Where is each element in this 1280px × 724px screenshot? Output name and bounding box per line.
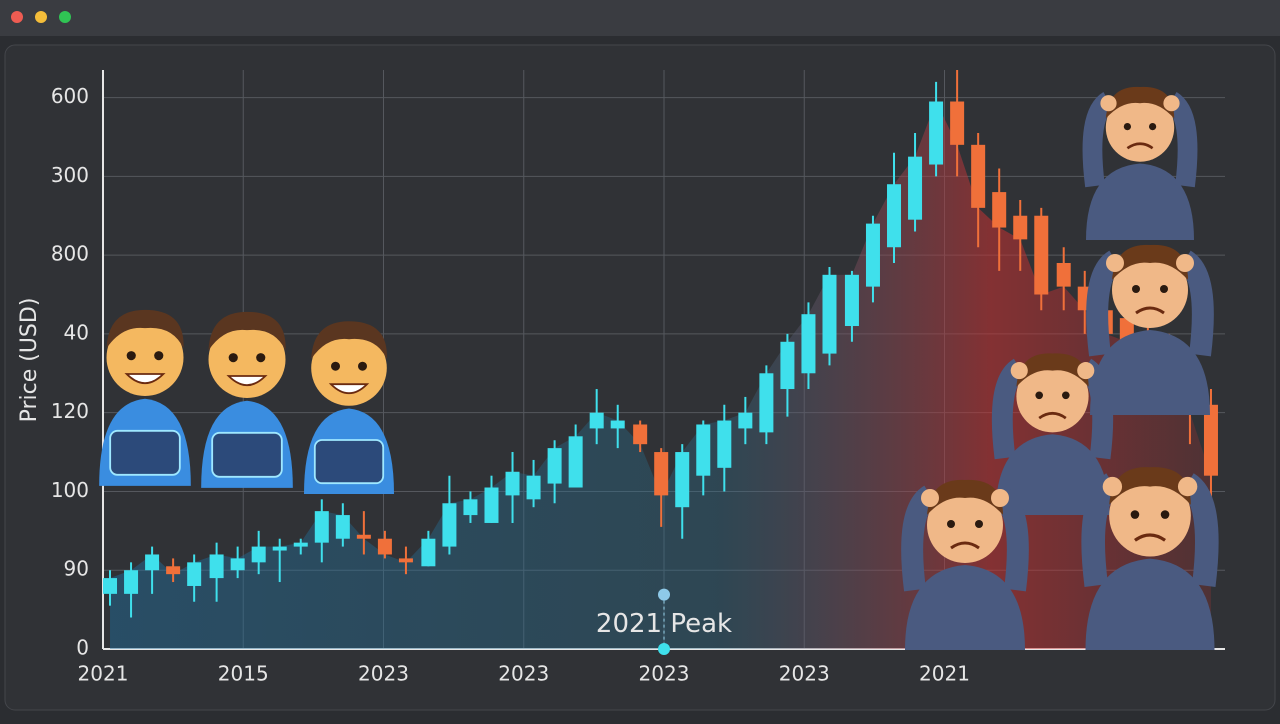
candle-body (801, 314, 816, 374)
candle-body (484, 487, 499, 523)
candle-body (209, 554, 224, 579)
candle-body (124, 570, 139, 594)
candle-body (421, 538, 436, 567)
x-tick-label: 2023 (498, 662, 549, 686)
y-axis-label: Price (USD) (17, 298, 42, 423)
candle-body (251, 546, 266, 563)
close-button[interactable] (11, 11, 23, 23)
candle-body (526, 475, 541, 500)
x-tick-label: 2023 (639, 662, 690, 686)
candle-body (398, 558, 413, 563)
candle-body (103, 578, 118, 594)
candle-body (844, 274, 859, 327)
candle-body (589, 412, 604, 429)
candle-body (356, 534, 371, 539)
x-tick-label: 2021 (919, 662, 970, 686)
y-tick-label: 100 (51, 478, 89, 502)
candle-body (950, 101, 965, 145)
y-tick-label: 0 (76, 636, 89, 660)
candle-body (547, 448, 562, 484)
candle-body (293, 542, 308, 547)
candle-body (610, 420, 625, 429)
candle-body (887, 184, 902, 248)
candle-body (865, 223, 880, 287)
candle-body (1034, 215, 1049, 295)
candle-body (992, 192, 1007, 228)
candle-body (187, 562, 202, 586)
candle-body (1056, 263, 1071, 287)
x-tick-label: 2023 (779, 662, 830, 686)
candle-body (335, 515, 350, 539)
candle-body (377, 538, 392, 555)
x-tick-label: 2015 (218, 662, 269, 686)
x-tick-label: 2021 (78, 662, 129, 686)
candle-body (442, 503, 457, 547)
candle-body (568, 436, 583, 488)
candle-body (675, 452, 690, 508)
annotation-dot (658, 588, 670, 601)
candle-body (145, 554, 160, 571)
y-tick-label: 120 (51, 399, 89, 423)
candle-body (1013, 215, 1028, 240)
candle-body (166, 566, 181, 575)
candle-body (230, 558, 245, 571)
candle-body (908, 156, 923, 220)
annotation-axis-dot (658, 643, 670, 655)
candle-body (717, 420, 732, 468)
y-tick-label: 600 (51, 84, 89, 108)
candle-body (272, 546, 287, 551)
y-tick-label: 800 (51, 242, 89, 266)
maximize-button[interactable] (59, 11, 71, 23)
annotation-label: 2021 Peak (596, 609, 732, 639)
candle-body (971, 144, 986, 208)
candle-body (759, 373, 774, 433)
candle-body (696, 424, 711, 476)
candle-body (654, 452, 669, 496)
y-tick-label: 90 (64, 557, 89, 581)
candle-body (505, 471, 520, 496)
candle-body (314, 511, 329, 543)
y-tick-label: 40 (64, 320, 89, 344)
candle-body (463, 499, 478, 516)
y-tick-label: 300 (51, 163, 89, 187)
candle-body (929, 101, 944, 165)
candle-body (738, 412, 753, 429)
candle-body (633, 424, 648, 445)
minimize-button[interactable] (35, 11, 47, 23)
x-tick-label: 2023 (358, 662, 409, 686)
candle-body (1203, 404, 1218, 476)
candle-body (780, 341, 795, 390)
candle-body (822, 274, 837, 354)
title-bar (0, 0, 1280, 36)
